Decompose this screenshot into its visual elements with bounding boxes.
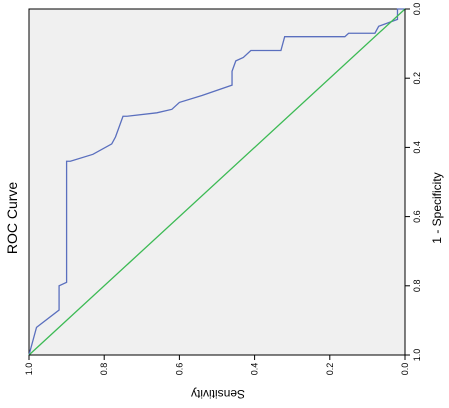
x-tick-label: 0.6 <box>412 210 422 223</box>
y-tick-label: 0.0 <box>400 363 410 376</box>
y-axis-title: Sensitivity <box>191 387 245 401</box>
x-tick-label: 0.8 <box>412 280 422 293</box>
x-tick-label: 1.0 <box>412 349 422 362</box>
y-tick-label: 0.8 <box>99 363 109 376</box>
series-layer <box>28 8 406 356</box>
y-tick-label: 0.2 <box>325 363 335 376</box>
y-axis: 0.0 0.2 0.4 0.6 0.8 1.0 <box>24 354 410 376</box>
chart-title: ROC Curve <box>4 182 20 255</box>
x-axis-title: 1 - Specificity <box>430 172 444 243</box>
x-tick-label: 0.2 <box>412 72 422 85</box>
x-axis: 0.0 0.2 0.4 0.6 0.8 1.0 <box>404 3 422 362</box>
reference-line <box>28 8 406 356</box>
y-tick-label: 1.0 <box>24 363 34 376</box>
y-tick-label: 0.6 <box>174 363 184 376</box>
x-tick-label: 0.4 <box>412 141 422 154</box>
y-tick-label: 0.4 <box>250 363 260 376</box>
x-tick-label: 0.0 <box>412 3 422 16</box>
roc-curve-line <box>28 8 405 356</box>
